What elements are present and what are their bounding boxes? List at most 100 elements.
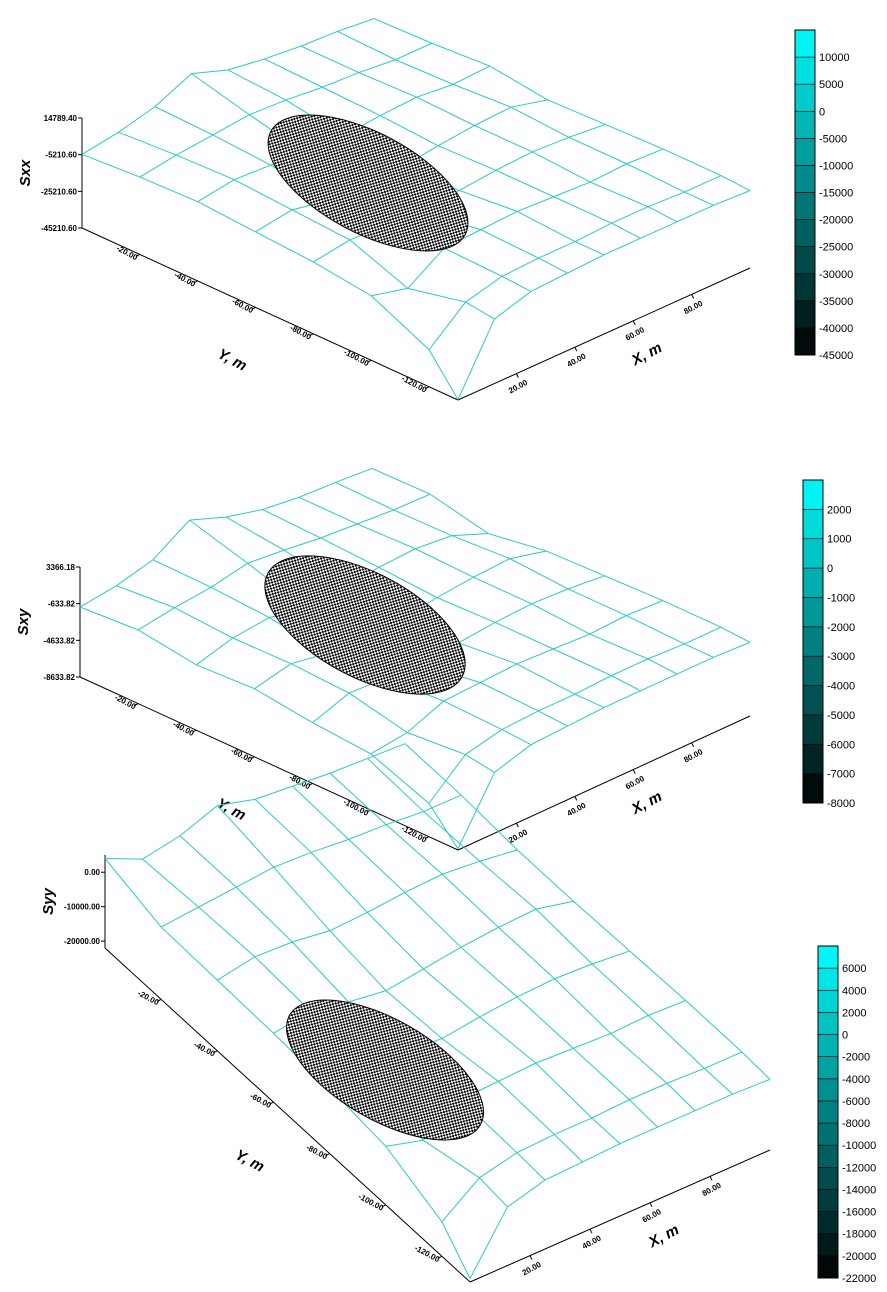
colorbar-tick-label: -3000 — [827, 651, 855, 663]
colorbar-band — [803, 715, 823, 744]
colorbar-tick-label: -4000 — [827, 681, 855, 693]
colorbar-tick-label: -10000 — [819, 160, 853, 172]
z-tick-label: -5210.60 — [45, 151, 77, 160]
colorbar-band — [803, 597, 823, 626]
opening — [247, 87, 488, 279]
colorbar-tick-label: 2000 — [827, 504, 851, 516]
colorbar-tick-label: -6000 — [842, 1096, 870, 1108]
colorbar-tick-label: -2000 — [827, 622, 855, 634]
colorbar-band — [803, 686, 823, 715]
y-tick-label: -120.00 — [413, 1243, 442, 1264]
x-tick-label: 20.00 — [507, 378, 529, 396]
colorbar-tick-label: 0 — [842, 1030, 848, 1042]
x-tick-label: 80.00 — [682, 747, 704, 765]
y-tick-label: -40.00 — [192, 1040, 217, 1059]
x-tick-label: 40.00 — [581, 1233, 603, 1251]
mesh-row — [442, 1052, 742, 1222]
colorbar-band — [803, 744, 823, 773]
colorbar-band — [795, 57, 815, 84]
colorbar-tick-label: 4000 — [842, 985, 866, 997]
figure: 14789.40-5210.60-25210.60-45210.60-20.00… — [0, 0, 887, 1287]
x-tick — [633, 770, 635, 774]
colorbar-band — [818, 990, 838, 1012]
colorbar-band — [795, 301, 815, 328]
colorbar-tick-label: -40000 — [819, 323, 853, 335]
x-axis-label: X, m — [645, 1221, 682, 1251]
z-tick-label: -25210.60 — [41, 187, 78, 196]
colorbar-band — [803, 480, 823, 509]
y-axis-label: Y, m — [232, 1146, 267, 1175]
opening — [243, 527, 486, 722]
colorbar-tick-label: -10000 — [842, 1140, 876, 1152]
colorbar-tick-label: -14000 — [842, 1184, 876, 1196]
x-axis — [458, 268, 750, 400]
colorbar-tick-label: -16000 — [842, 1207, 876, 1219]
x-tick-label: 60.00 — [624, 325, 646, 343]
mesh-row — [470, 1079, 770, 1278]
x-tick-label: 20.00 — [521, 1260, 543, 1278]
z-tick-label: 3366.18 — [46, 563, 75, 572]
y-tick-label: -120.00 — [400, 824, 429, 845]
colorbar-band — [803, 656, 823, 685]
x-tick — [710, 1176, 712, 1180]
y-tick-label: -40.00 — [171, 719, 196, 738]
surface-panel: 3366.18-633.82-4633.82-8633.82-20.00-40.… — [15, 468, 855, 850]
colorbar-tick-label: -35000 — [819, 296, 853, 308]
y-tick-label: -100.00 — [342, 797, 371, 818]
y-tick-label: -20.00 — [136, 989, 161, 1008]
colorbar-band — [818, 1057, 838, 1079]
colorbar-tick-label: -7000 — [827, 769, 855, 781]
colorbar-band — [818, 1101, 838, 1123]
colorbar-tick-label: -18000 — [842, 1229, 876, 1241]
mesh-column — [405, 744, 770, 1080]
z-tick-label: -20000.00 — [64, 937, 101, 946]
z-tick-label: 0.00 — [84, 868, 100, 877]
y-tick-label: -100.00 — [357, 1192, 386, 1213]
colorbar-band — [818, 968, 838, 990]
colorbar-band — [795, 247, 815, 274]
mesh-row — [458, 642, 750, 848]
z-axis-label: Syy — [40, 888, 57, 915]
colorbar-band — [818, 1189, 838, 1211]
colorbar-tick-label: -20000 — [842, 1251, 876, 1263]
colorbar-band — [795, 274, 815, 301]
colorbar-band — [803, 627, 823, 656]
colorbar-band — [818, 1123, 838, 1145]
y-tick-label: -60.00 — [248, 1091, 273, 1110]
colorbar-band — [803, 774, 823, 803]
colorbar-band — [818, 1167, 838, 1189]
y-tick-label: -60.00 — [231, 297, 256, 316]
colorbar-tick-label: 0 — [819, 106, 825, 118]
colorbar-tick-label: -6000 — [827, 739, 855, 751]
colorbar-band — [795, 84, 815, 111]
x-tick-label: 60.00 — [624, 774, 646, 792]
x-axis-label: X, m — [628, 788, 665, 818]
x-tick — [516, 374, 518, 378]
y-tick-label: -120.00 — [400, 374, 429, 395]
y-axis-label: Y, m — [215, 345, 250, 374]
colorbar-tick-label: -45000 — [819, 350, 853, 362]
z-axis-label: Sxy — [15, 608, 32, 635]
colorbar-tick-label: -2000 — [842, 1052, 870, 1064]
colorbar-tick-label: -25000 — [819, 242, 853, 254]
mesh-row — [458, 191, 750, 400]
colorbar-tick-label: -12000 — [842, 1162, 876, 1174]
z-tick-label: 14789.40 — [44, 114, 78, 123]
y-tick-label: -20.00 — [115, 244, 140, 263]
colorbar-band — [795, 111, 815, 138]
mesh-row — [105, 744, 405, 860]
colorbar-tick-label: 0 — [827, 563, 833, 575]
y-tick-label: -100.00 — [342, 347, 371, 368]
x-tick-label: 80.00 — [682, 299, 704, 317]
colorbar-tick-label: -8000 — [827, 798, 855, 810]
x-tick-label: 40.00 — [566, 801, 588, 819]
y-tick-label: -80.00 — [288, 773, 313, 792]
x-tick — [516, 823, 518, 827]
colorbar-tick-label: 2000 — [842, 1007, 866, 1019]
z-tick-label: -633.82 — [48, 600, 76, 609]
colorbar-band — [795, 138, 815, 165]
colorbar-band — [795, 328, 815, 355]
z-axis-label: Sxx — [17, 159, 34, 186]
colorbar-band — [818, 1012, 838, 1034]
colorbar-tick-label: -5000 — [827, 710, 855, 722]
